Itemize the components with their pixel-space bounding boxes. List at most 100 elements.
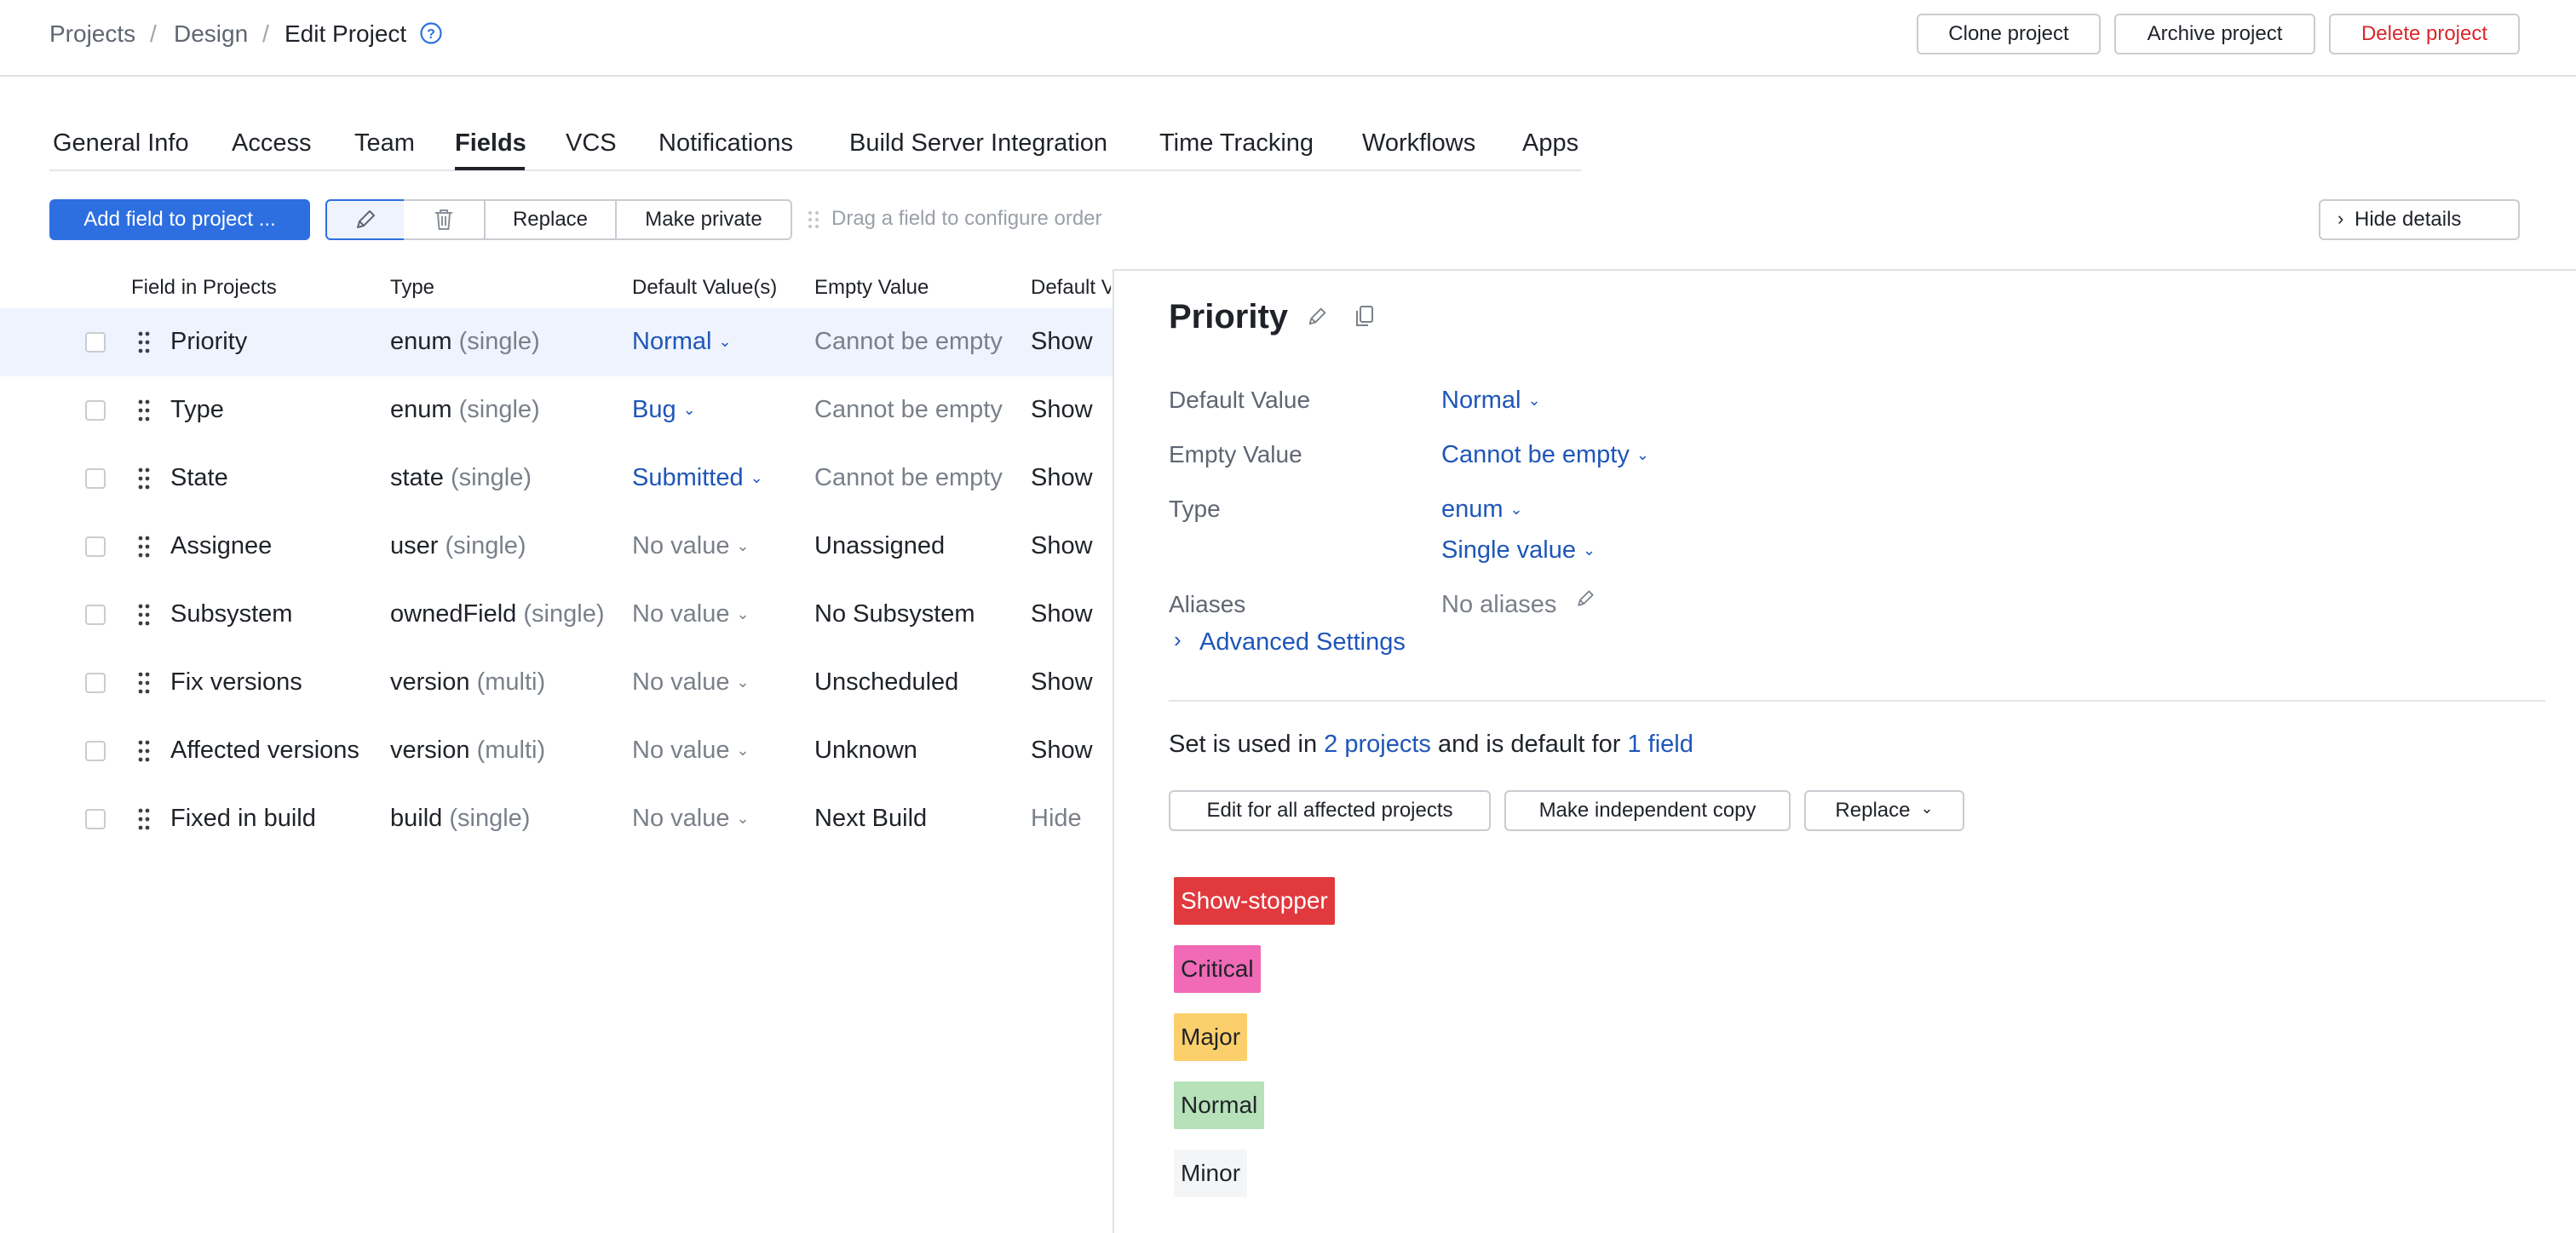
make-private-button[interactable]: Make private: [615, 199, 792, 240]
drag-handle-icon[interactable]: [138, 807, 150, 831]
tab-general-info[interactable]: General Info: [53, 129, 189, 157]
edit-name-icon[interactable]: [1305, 305, 1329, 329]
tab-fields[interactable]: Fields: [455, 129, 526, 157]
tab-apps[interactable]: Apps: [1522, 129, 1579, 157]
chevron-down-icon: ⌄: [750, 469, 763, 486]
breadcrumb-projects[interactable]: Projects: [49, 20, 136, 47]
chevron-down-icon: ⌄: [682, 401, 696, 418]
advanced-settings-link[interactable]: Advanced Settings: [1199, 628, 1406, 656]
archive-project-button[interactable]: Archive project: [2114, 14, 2315, 54]
tab-time-tracking[interactable]: Time Tracking: [1159, 129, 1314, 157]
visibility-value[interactable]: Show: [1031, 737, 1093, 764]
edit-field-button[interactable]: [325, 199, 405, 240]
row-checkbox[interactable]: [85, 536, 106, 557]
row-checkbox[interactable]: [85, 400, 106, 421]
drag-handle-icon[interactable]: [138, 330, 150, 354]
default-value-select[interactable]: No value ⌄: [632, 532, 750, 559]
table-row[interactable]: Subsystem ownedField (single) No value ⌄ …: [0, 581, 1113, 649]
table-row[interactable]: Assignee user (single) No value ⌄ Unassig…: [0, 513, 1113, 581]
tab-team[interactable]: Team: [354, 129, 415, 157]
tab-workflows[interactable]: Workflows: [1362, 129, 1476, 157]
default-value-select[interactable]: No value ⌄: [632, 600, 750, 628]
visibility-value[interactable]: Hide: [1031, 805, 1082, 832]
projects-link[interactable]: 2 projects: [1324, 731, 1431, 758]
replace-set-button[interactable]: Replace ⌄: [1804, 790, 1964, 831]
visibility-value[interactable]: Show: [1031, 328, 1093, 355]
tab-access[interactable]: Access: [232, 129, 312, 157]
hide-details-button[interactable]: › Hide details: [2319, 199, 2520, 240]
row-checkbox[interactable]: [85, 332, 106, 353]
empty-value: Cannot be empty: [814, 464, 1003, 491]
row-checkbox[interactable]: [85, 809, 106, 829]
drag-handle-icon[interactable]: [138, 399, 150, 422]
field-name: Fix versions: [170, 668, 302, 696]
type-select[interactable]: enum ⌄: [1441, 496, 1523, 523]
help-icon[interactable]: ?: [419, 21, 443, 45]
table-row[interactable]: Affected versions version (multi) No val…: [0, 717, 1113, 785]
enum-value-tag[interactable]: Critical: [1174, 945, 1261, 993]
default-value-select[interactable]: Submitted ⌄: [632, 464, 763, 491]
drag-handle-icon[interactable]: [138, 467, 150, 490]
breadcrumb-design[interactable]: Design: [174, 20, 249, 47]
field-name: Type: [170, 396, 224, 423]
visibility-value[interactable]: Show: [1031, 396, 1093, 423]
drag-handle-icon[interactable]: [138, 535, 150, 559]
row-checkbox[interactable]: [85, 673, 106, 693]
table-row[interactable]: Type enum (single) Bug ⌄ Cannot be empty …: [0, 376, 1113, 444]
table-row[interactable]: Fix versions version (multi) No value ⌄ U…: [0, 649, 1113, 717]
column-header-default-values[interactable]: Default Value(s): [632, 276, 778, 299]
row-checkbox[interactable]: [85, 741, 106, 761]
aliases-value: No aliases: [1441, 591, 1557, 618]
visibility-value[interactable]: Show: [1031, 464, 1093, 491]
empty-value-select[interactable]: Cannot be empty ⌄: [1441, 441, 1649, 468]
delete-project-button[interactable]: Delete project: [2329, 14, 2520, 54]
replace-field-button[interactable]: Replace: [484, 199, 617, 240]
drag-hint-text: Drag a field to configure order: [831, 207, 1102, 230]
default-value-select[interactable]: Bug ⌄: [632, 396, 696, 423]
column-header-type[interactable]: Type: [390, 276, 435, 299]
default-value-select[interactable]: No value ⌄: [632, 668, 750, 696]
make-independent-copy-button[interactable]: Make independent copy: [1504, 790, 1791, 831]
column-header-default-visibility[interactable]: Default V: [1031, 276, 1111, 299]
add-field-button[interactable]: Add field to project ...: [49, 199, 310, 240]
row-checkbox[interactable]: [85, 605, 106, 625]
empty-value: Unassigned: [814, 532, 946, 559]
edit-for-all-projects-button[interactable]: Edit for all affected projects: [1169, 790, 1491, 831]
enum-value-tag[interactable]: Show-stopper: [1174, 877, 1335, 925]
default-value-label: Default Value: [1169, 387, 1311, 413]
visibility-value[interactable]: Show: [1031, 532, 1093, 559]
drag-handle-icon[interactable]: [138, 603, 150, 627]
tab-build-server-integration[interactable]: Build Server Integration: [849, 129, 1108, 157]
row-checkbox[interactable]: [85, 468, 106, 489]
tab-notifications[interactable]: Notifications: [658, 129, 793, 157]
enum-value-tag[interactable]: Normal: [1174, 1081, 1265, 1129]
column-header-field[interactable]: Field in Projects: [131, 276, 277, 299]
default-value-select[interactable]: No value ⌄: [632, 737, 750, 764]
table-row[interactable]: Priority enum (single) Normal ⌄ Cannot be…: [0, 308, 1113, 376]
visibility-value[interactable]: Show: [1031, 600, 1093, 628]
edit-aliases-icon[interactable]: [1574, 588, 1596, 610]
chevron-down-icon: ⌄: [736, 537, 750, 554]
field-name: Fixed in build: [170, 805, 316, 832]
empty-value: Cannot be empty: [814, 396, 1003, 423]
table-row[interactable]: Fixed in build build (single) No value ⌄ …: [0, 785, 1113, 853]
enum-value-tag[interactable]: Major: [1174, 1013, 1248, 1061]
field-type: build (single): [390, 805, 531, 832]
drag-handle-icon[interactable]: [138, 739, 150, 763]
drag-handle-icon[interactable]: [138, 671, 150, 695]
breadcrumb-separator: /: [262, 20, 269, 47]
default-value-select[interactable]: Normal ⌄: [1441, 387, 1541, 414]
enum-value-tag[interactable]: Minor: [1174, 1150, 1248, 1197]
delete-field-button[interactable]: [404, 199, 486, 240]
clone-project-button[interactable]: Clone project: [1917, 14, 2101, 54]
fields-link[interactable]: 1 field: [1627, 731, 1693, 758]
copy-icon[interactable]: [1353, 303, 1377, 329]
tab-vcs[interactable]: VCS: [566, 129, 617, 157]
default-value-select[interactable]: Normal ⌄: [632, 328, 732, 355]
visibility-value[interactable]: Show: [1031, 668, 1093, 696]
column-header-empty-value[interactable]: Empty Value: [814, 276, 929, 299]
cardinality-select[interactable]: Single value ⌄: [1441, 536, 1596, 564]
chevron-down-icon: ⌄: [736, 605, 750, 622]
table-row[interactable]: State state (single) Submitted ⌄ Cannot b…: [0, 444, 1113, 513]
default-value-select[interactable]: No value ⌄: [632, 805, 750, 832]
